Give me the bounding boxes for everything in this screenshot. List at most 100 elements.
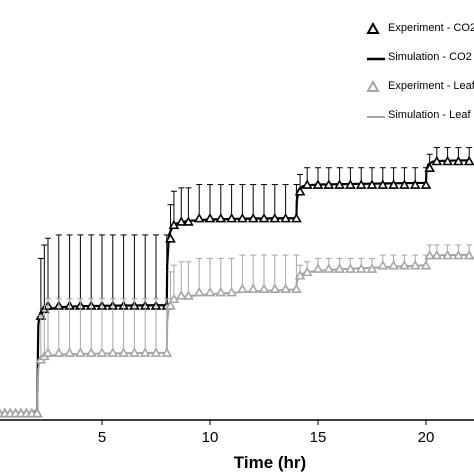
data-point — [377, 260, 389, 270]
data-point — [345, 263, 356, 273]
data-point — [237, 283, 248, 293]
data-point — [388, 179, 399, 189]
x-axis-label: Time (hr) — [234, 453, 306, 472]
data-point — [226, 213, 237, 223]
x-tick-label: 10 — [202, 429, 219, 446]
data-point — [85, 347, 97, 357]
data-point — [280, 213, 291, 223]
x-tick-label: 15 — [310, 429, 327, 446]
data-point — [204, 213, 216, 223]
x-tick-label: 20 — [418, 429, 435, 446]
data-point — [247, 283, 259, 293]
data-point — [431, 155, 443, 166]
data-point — [168, 219, 180, 230]
data-point — [168, 293, 180, 304]
data-point — [294, 270, 306, 280]
legend: Experiment - CO2 Simulation - CO2 Experi… — [366, 18, 474, 134]
data-point — [345, 179, 356, 189]
data-point — [463, 155, 474, 166]
series-line-simulation-co2 — [0, 159, 470, 415]
series-line-simulation-leaf — [0, 253, 470, 414]
data-point — [204, 286, 216, 297]
legend-item-experiment-co2: Experiment - CO2 — [366, 18, 474, 47]
data-point — [453, 249, 464, 260]
legend-label-experiment-leaf: Experiment - Leaf — [388, 80, 474, 92]
x-axis-ticks: 5 10 15 20 — [98, 420, 435, 446]
data-point — [161, 347, 173, 357]
data-point — [96, 347, 108, 357]
data-point — [431, 249, 443, 260]
data-point — [107, 347, 119, 357]
data-point — [463, 249, 474, 260]
data-point — [301, 266, 313, 277]
data-point — [150, 347, 162, 357]
legend-label-experiment-co2: Experiment - CO2 — [388, 22, 474, 34]
data-point — [139, 347, 151, 357]
data-point — [294, 186, 306, 196]
data-point — [399, 179, 410, 189]
data-point — [420, 179, 432, 189]
data-point — [312, 263, 324, 273]
data-point — [424, 162, 436, 173]
data-point — [247, 213, 259, 223]
data-point — [42, 347, 54, 357]
data-point — [442, 249, 453, 260]
data-point — [291, 283, 302, 293]
data-point — [165, 233, 176, 243]
data-point — [453, 155, 464, 166]
data-point — [424, 249, 436, 260]
data-point — [118, 347, 129, 357]
series-markers-experiment-co2 — [0, 147, 474, 418]
data-point — [175, 290, 187, 300]
data-point — [366, 179, 378, 189]
data-point — [409, 179, 421, 189]
data-point — [301, 179, 313, 189]
triangle-marker-icon — [366, 22, 380, 34]
data-point — [193, 213, 205, 223]
data-point — [269, 213, 281, 223]
data-point — [377, 179, 389, 189]
data-point — [193, 286, 205, 297]
legend-item-simulation-co2: Simulation - CO2 — [366, 47, 474, 76]
line-swatch-icon — [367, 116, 385, 118]
line-swatch-icon — [367, 57, 385, 61]
data-point — [226, 286, 237, 297]
data-point — [258, 213, 270, 223]
data-point — [258, 283, 270, 293]
data-point — [312, 179, 324, 189]
data-point — [269, 283, 281, 293]
data-point — [175, 216, 187, 226]
data-point — [334, 263, 345, 273]
data-point — [75, 347, 86, 357]
data-point — [323, 263, 335, 273]
legend-item-experiment-leaf: Experiment - Leaf — [366, 76, 474, 105]
data-point — [237, 213, 248, 223]
data-point — [215, 213, 227, 223]
data-point — [355, 179, 367, 189]
data-point — [183, 290, 194, 300]
data-point — [129, 347, 140, 357]
data-point — [183, 216, 194, 226]
data-point — [366, 263, 378, 273]
data-point — [215, 286, 227, 297]
data-point — [31, 407, 43, 418]
data-point — [323, 179, 335, 189]
data-point — [53, 347, 65, 357]
data-point — [388, 260, 399, 270]
data-point — [280, 283, 291, 293]
data-point — [420, 260, 432, 270]
data-point — [399, 260, 410, 270]
x-tick-label: 5 — [98, 429, 106, 446]
data-point — [409, 260, 421, 270]
data-point — [291, 213, 302, 223]
plot-area — [0, 147, 474, 418]
data-point — [334, 179, 345, 189]
legend-label-simulation-leaf: Simulation - Leaf — [388, 109, 471, 121]
legend-item-simulation-leaf: Simulation - Leaf — [366, 105, 474, 134]
data-point — [64, 347, 75, 357]
series-markers-experiment-leaf — [0, 244, 474, 418]
data-point — [355, 263, 367, 273]
data-point — [442, 155, 453, 166]
triangle-marker-icon — [366, 80, 380, 92]
